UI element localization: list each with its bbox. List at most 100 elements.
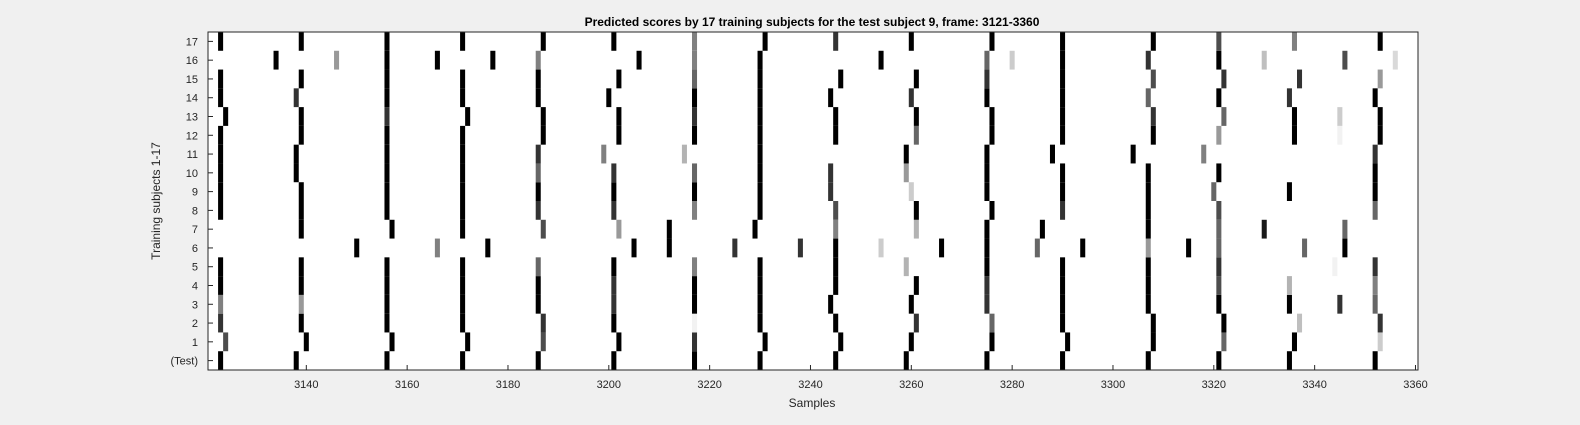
heatmap-cell xyxy=(833,313,839,333)
heatmap-cell xyxy=(465,332,471,352)
x-tick-label: 3280 xyxy=(1000,379,1024,391)
y-tick-label: 11 xyxy=(187,149,198,161)
heatmap-cell xyxy=(535,257,541,277)
heatmap-cell xyxy=(913,201,919,220)
heatmap-cell xyxy=(984,238,990,258)
heatmap-cell xyxy=(1372,88,1378,108)
heatmap-cell xyxy=(334,50,340,70)
heatmap-cell xyxy=(540,219,546,239)
heatmap-cell xyxy=(828,88,834,108)
heatmap-cell xyxy=(984,294,990,314)
y-tick-label: 7 xyxy=(192,224,198,236)
heatmap-cell xyxy=(611,351,617,370)
heatmap-cell xyxy=(1286,294,1292,314)
heatmap-cell xyxy=(1216,294,1222,314)
heatmap-cell xyxy=(384,144,390,164)
x-tick-label: 3180 xyxy=(496,379,520,391)
y-tick-label: 13 xyxy=(186,112,198,124)
heatmap-cell xyxy=(908,32,914,51)
heatmap-cell xyxy=(908,332,914,352)
heatmap-cell xyxy=(460,201,466,220)
heatmap-cell xyxy=(540,107,546,126)
heatmap-cell xyxy=(1221,107,1227,126)
heatmap-cell xyxy=(616,107,622,126)
heatmap-cell xyxy=(293,163,299,183)
heatmap-cell xyxy=(535,69,541,89)
heatmap-cell xyxy=(1039,219,1045,239)
heatmap-cell xyxy=(1060,163,1066,183)
heatmap-cell xyxy=(490,50,496,70)
heatmap-cell xyxy=(540,125,546,145)
heatmap-cell xyxy=(1060,107,1066,126)
y-tick-label: 3 xyxy=(192,299,198,311)
x-tick-labels: 3140 3160 3180 3200 3220 3240 3260 3280 3300 3320… xyxy=(294,365,1428,391)
heatmap-cell xyxy=(1392,50,1398,70)
heatmap-cell xyxy=(1337,294,1343,314)
heatmap-cell xyxy=(631,238,637,258)
heatmap-cell xyxy=(692,88,698,108)
heatmap-cell xyxy=(293,351,299,370)
heatmap-cell xyxy=(218,351,224,370)
heatmap-cell xyxy=(913,125,919,145)
heatmap-cell xyxy=(984,219,990,239)
y-tick-label: 2 xyxy=(192,318,198,330)
heatmap-cell xyxy=(616,219,622,239)
heatmap-cell xyxy=(1286,182,1292,201)
heatmap-cell xyxy=(878,238,884,258)
heatmap-cell xyxy=(384,201,390,220)
heatmap-cell xyxy=(218,257,224,277)
heatmap-cell xyxy=(762,332,768,352)
heatmap-cell xyxy=(757,88,763,108)
heatmap-cell xyxy=(1377,332,1383,352)
heatmap-cell xyxy=(1332,257,1338,277)
heatmap-cell xyxy=(298,313,304,333)
heatmap-cell xyxy=(384,257,390,277)
heatmap-cell xyxy=(354,238,360,258)
heatmap-cell xyxy=(298,32,304,51)
heatmap-cell xyxy=(460,313,466,333)
y-tick-label: 10 xyxy=(186,168,198,180)
x-tick-label: 3340 xyxy=(1302,379,1326,391)
heatmap-cell xyxy=(460,88,466,108)
heatmap-cell xyxy=(913,313,919,333)
heatmap-cell xyxy=(1216,163,1222,183)
heatmap-cell xyxy=(1130,144,1136,164)
heatmap-cell xyxy=(389,332,395,352)
heatmap-cell xyxy=(1060,32,1066,51)
heatmap-cell xyxy=(611,276,617,295)
heatmap-cell xyxy=(218,294,224,314)
heatmap-cell xyxy=(903,351,909,370)
heatmap-cell xyxy=(535,163,541,183)
heatmap-cell xyxy=(616,125,622,145)
heatmap-cell xyxy=(1060,69,1066,89)
heatmap-cell xyxy=(757,182,763,201)
heatmap-cell xyxy=(1261,219,1267,239)
heatmap-cell xyxy=(989,201,995,220)
heatmap-cell xyxy=(833,201,839,220)
heatmap-cell xyxy=(828,294,834,314)
heatmap-cell xyxy=(984,276,990,295)
heatmap-cell xyxy=(1145,88,1151,108)
heatmap-cell xyxy=(1286,351,1292,370)
heatmap-cell xyxy=(984,50,990,70)
heatmap-cell xyxy=(540,32,546,51)
heatmap-cell xyxy=(1216,125,1222,145)
heatmap-cell xyxy=(692,313,698,333)
heatmap-cell xyxy=(1377,32,1383,51)
heatmap-cell xyxy=(611,182,617,201)
heatmap-cell xyxy=(989,313,995,333)
heatmap-cell xyxy=(218,144,224,164)
heatmap-cell xyxy=(1201,144,1207,164)
heatmap-cell xyxy=(838,69,844,89)
heatmap-cell xyxy=(460,144,466,164)
heatmap-cell xyxy=(984,351,990,370)
x-tick-label: 3240 xyxy=(798,379,822,391)
heatmap-cell xyxy=(298,182,304,201)
heatmap-cell xyxy=(903,257,909,277)
heatmap-cell xyxy=(384,69,390,89)
x-tick-label: 3260 xyxy=(899,379,923,391)
heatmap-cell xyxy=(1065,332,1071,352)
heatmap-cell xyxy=(293,88,299,108)
heatmap-cell xyxy=(384,276,390,295)
heatmap-cell xyxy=(989,107,995,126)
